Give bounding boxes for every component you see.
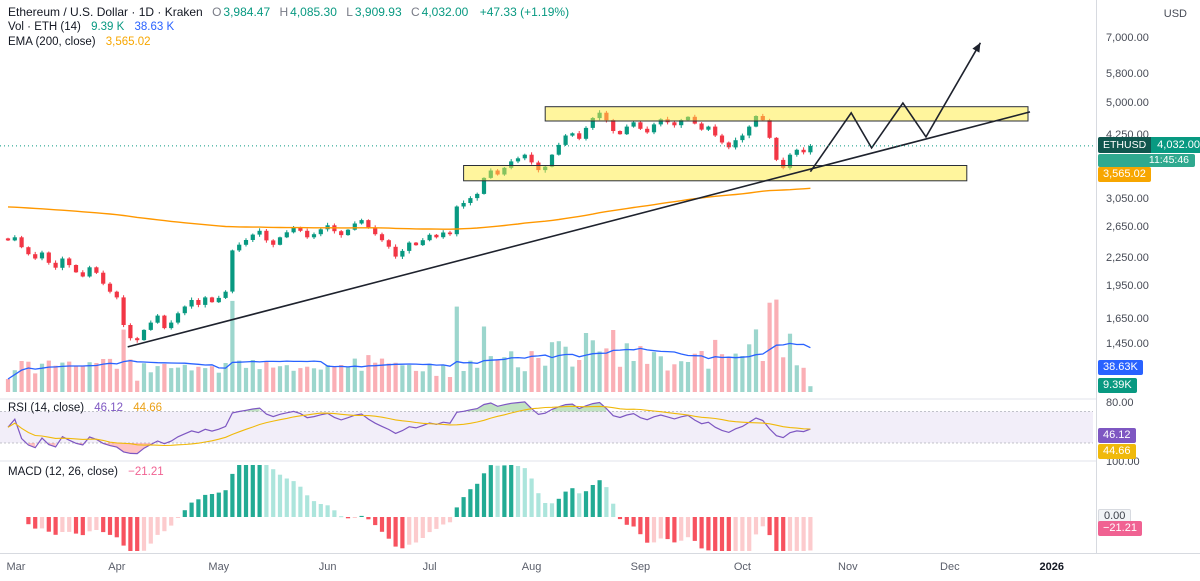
price-tick: 2,250.00 [1106,252,1149,265]
rsi-ma-line [7,405,811,447]
legend: Ethereum / U.S. Dollar · 1D · Kraken O 3,… [8,5,569,50]
price-tick: 1,450.00 [1106,337,1149,350]
rsi-value-badge: 46.12 [1098,428,1136,444]
macd-tick: 100.00 [1106,456,1140,468]
symbol-badge: ETHUSD [1098,136,1152,153]
countdown-badge: 11:45:46 [1098,153,1195,167]
change-value: +47.33 (+1.19%) [479,5,570,19]
price-tick: 5,000.00 [1106,97,1149,109]
price-tick: 3,050.00 [1106,193,1149,206]
ema-200-line [7,187,811,230]
candlesticks [5,110,813,343]
rsi-ma-value: 44.66 [133,402,163,414]
rsi-current-value: 46.12 [94,402,124,414]
rsi-band [0,411,1093,444]
ema-indicator-label[interactable]: EMA (200, close) [8,36,96,48]
time-label: Jul [422,561,437,573]
price-tick: 5,800.00 [1106,68,1149,81]
time-label: Oct [733,561,751,573]
volume-legend-row: Vol · ETH (14) 9.39 K 38.63 K [8,20,569,35]
resistance-zone[interactable] [544,106,1029,122]
time-label: Sep [630,561,651,573]
projection-arrow[interactable] [809,42,982,173]
time-label: Mar [6,561,26,573]
time-label: Jun [318,561,337,573]
time-label: Apr [108,561,126,573]
time-label: 2026 [1039,561,1065,573]
volume-ma-line [7,342,811,380]
low-value: 3,909.93 [354,5,402,19]
price-axis[interactable]: USD ETHUSD 4,032.00 11:45:46 7,000.00 5,8… [1096,0,1200,553]
macd-legend: MACD (12, 26, close) −21.21 [8,466,164,478]
open-label: O [212,5,222,19]
symbol-legend-row: Ethereum / U.S. Dollar · 1D · Kraken O 3,… [8,5,569,20]
low-label: L [346,5,353,19]
rsi-ma-badge: 44.66 [1098,443,1136,459]
symbol-title[interactable]: Ethereum / U.S. Dollar · 1D · Kraken [8,5,203,19]
axis-currency-label: USD [1163,8,1187,20]
macd-value-badge: −21.21 [1098,520,1142,536]
time-label: Aug [521,561,542,573]
close-label: C [410,5,420,19]
volume-current-value: 9.39 K [91,21,125,33]
price-tick: 7,000.00 [1106,31,1149,44]
volume-badge: 9.39K [1098,378,1137,394]
support-zone[interactable] [463,165,968,182]
price-tick: 1,950.00 [1106,280,1149,293]
volume-ma-badge: 38.63K [1098,360,1143,375]
last-price-badge: 4,032.00 [1151,136,1200,153]
macd-current-value: −21.21 [128,466,164,478]
price-tick: 1,650.00 [1106,312,1149,325]
ema-current-value: 3,565.02 [105,36,151,48]
price-tick: 2,650.00 [1106,220,1149,233]
volume-indicator-label[interactable]: Vol · ETH (14) [8,21,81,33]
trendline[interactable] [127,111,1031,348]
close-value: 4,032.00 [421,5,469,19]
last-price-group: ETHUSD 4,032.00 11:45:46 [1098,136,1200,167]
high-value: 4,085.30 [290,5,337,19]
rsi-line [7,401,811,455]
rsi-legend: RSI (14, close) 46.12 44.66 [8,402,162,414]
pane-separators[interactable] [0,398,1200,462]
volume-bars [5,299,813,392]
volume-ma-value: 38.63 K [134,21,175,33]
macd-indicator-label[interactable]: MACD (12, 26, close) [8,466,118,478]
rsi-tick: 80.00 [1106,396,1134,409]
time-label: Dec [940,561,960,573]
ema-legend-row: EMA (200, close) 3,565.02 [8,35,569,50]
time-axis[interactable]: Mar Apr May Jun Jul Aug Sep Oct Nov Dec 2026 [0,553,1200,581]
time-label: Nov [838,561,858,573]
open-value: 3,984.47 [223,5,271,19]
time-label: May [208,561,230,573]
ema-value-badge: 3,565.02 [1098,166,1151,182]
macd-histogram [26,465,813,551]
high-label: H [279,5,289,19]
rsi-indicator-label[interactable]: RSI (14, close) [8,402,85,414]
